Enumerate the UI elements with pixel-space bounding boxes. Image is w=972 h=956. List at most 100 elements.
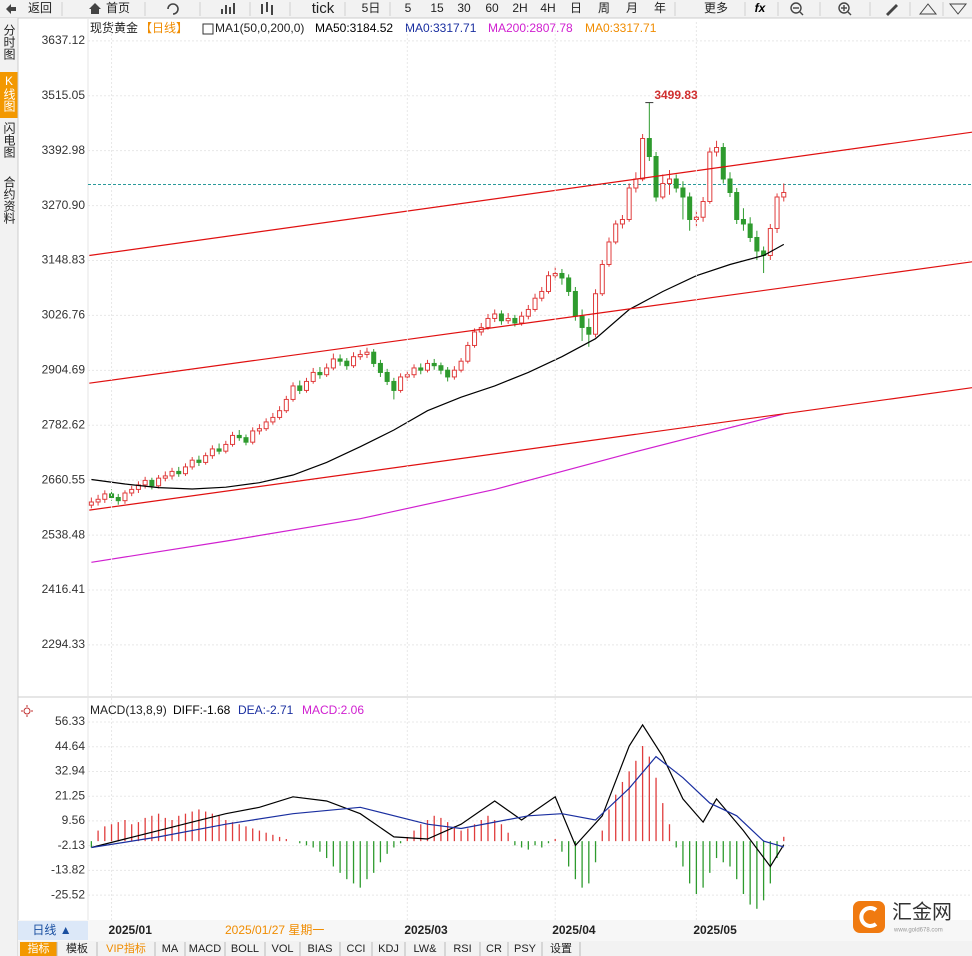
zoom-out-icon[interactable] — [790, 2, 804, 16]
candle-body — [115, 497, 121, 502]
y-tick-label: 3392.98 — [42, 143, 86, 157]
y-tick-label: 3148.83 — [42, 253, 86, 267]
sidebar-item[interactable]: 分时图 — [2, 24, 16, 60]
tab[interactable]: MA — [162, 943, 179, 955]
candle-body — [626, 187, 632, 220]
candle-body — [95, 498, 101, 503]
candle-body — [364, 351, 370, 355]
y-tick-label: 3026.76 — [42, 308, 86, 322]
pencil-icon[interactable] — [886, 4, 898, 16]
symbol: 现货黄金 — [90, 20, 138, 35]
sidebar-item[interactable]: 合约资料 — [2, 175, 16, 224]
sidebar-item[interactable]: 闪电图 — [2, 122, 16, 158]
candle-body — [640, 138, 646, 180]
toolbar-item[interactable]: 日 — [570, 1, 582, 15]
candle-body — [740, 218, 746, 225]
candle-body — [351, 356, 357, 367]
candle-body — [451, 369, 457, 378]
home-icon[interactable] — [89, 3, 101, 14]
toolbar-item[interactable]: 60 — [485, 1, 499, 15]
toolbar-item[interactable]: 首页 — [106, 1, 130, 15]
candle-body — [324, 367, 330, 376]
tab[interactable]: MACD — [189, 943, 221, 955]
candle-body — [283, 398, 289, 412]
candle-body — [498, 313, 504, 322]
candle-body — [720, 147, 726, 180]
y-tick-label: 56.33 — [55, 714, 85, 728]
toolbar-item[interactable]: 更多 — [704, 1, 728, 15]
candle-body — [142, 479, 148, 486]
candle-body — [438, 365, 444, 371]
candle-body — [209, 448, 215, 457]
toolbar-item[interactable]: 5 — [405, 1, 412, 15]
tab[interactable]: 指标 — [28, 941, 50, 955]
tab[interactable]: RSI — [453, 943, 471, 955]
candle-body — [492, 313, 498, 319]
candle-body — [310, 371, 316, 382]
y-tick-label: 9.56 — [62, 813, 86, 827]
candle-body — [747, 223, 753, 238]
tab[interactable]: 模板 — [66, 941, 88, 955]
up-icon[interactable] — [918, 3, 938, 15]
ma-value: MA50:3184.52 — [315, 21, 393, 35]
candle-body — [680, 187, 686, 198]
tab[interactable]: CR — [486, 943, 502, 955]
y-tick-label: -25.52 — [51, 887, 85, 901]
candle-body — [243, 437, 249, 443]
toolbar-item[interactable]: 30 — [457, 1, 471, 15]
candle-body — [646, 138, 652, 158]
candle-body — [727, 178, 733, 193]
tab[interactable]: 设置 — [550, 942, 572, 955]
chart-icon[interactable] — [221, 3, 235, 14]
toolbar-item[interactable]: 4H — [540, 1, 555, 15]
tab[interactable]: KDJ — [378, 943, 399, 955]
toolbar-item[interactable]: 返回 — [28, 1, 52, 15]
cursor-date: 2025/01/27 星期一 — [225, 923, 324, 937]
toolbar-item[interactable]: 年 — [654, 1, 666, 15]
candle-body — [256, 428, 262, 432]
logo-mark — [859, 906, 878, 928]
candle-body — [270, 416, 276, 423]
toolbar — [0, 0, 972, 18]
candle-body — [263, 421, 269, 430]
refresh-icon[interactable] — [167, 3, 179, 15]
tab[interactable]: BIAS — [307, 943, 332, 955]
fx-icon[interactable]: fx — [755, 1, 767, 15]
candle-body — [216, 448, 222, 452]
toolbar-item[interactable]: tick — [312, 0, 335, 17]
tab[interactable]: VIP指标 — [106, 941, 146, 955]
sidebar — [0, 18, 18, 956]
candle-body — [182, 466, 188, 475]
y-tick-label: 2416.41 — [42, 582, 86, 596]
tab-active — [20, 942, 57, 956]
sidebar-item[interactable]: K线图 — [2, 74, 16, 112]
down-icon[interactable] — [948, 3, 968, 15]
toolbar-item[interactable]: 月 — [626, 1, 638, 15]
candle-body — [290, 385, 296, 400]
toolbar-item[interactable]: 15 — [430, 1, 444, 15]
tab[interactable]: CCI — [347, 943, 366, 955]
tab-bar — [18, 941, 972, 956]
zoom-in-icon[interactable] — [838, 2, 852, 16]
tab[interactable]: LW& — [413, 943, 437, 955]
candle-icon[interactable] — [261, 2, 273, 15]
candle-body — [633, 178, 639, 189]
tab[interactable]: BOLL — [231, 943, 259, 955]
toolbar-item[interactable]: 2H — [512, 1, 527, 15]
candle-body — [767, 227, 773, 256]
candle-body — [586, 326, 592, 335]
candle-body — [532, 297, 538, 310]
toolbar-item[interactable]: 周 — [598, 1, 610, 15]
candle-body — [465, 344, 471, 362]
tab[interactable]: PSY — [514, 943, 537, 955]
toolbar-item[interactable]: 5日 — [362, 1, 381, 15]
candle-body — [559, 272, 565, 279]
x-tick-label: 2025/05 — [693, 923, 737, 937]
tab[interactable]: VOL — [271, 943, 293, 955]
line — [91, 723, 785, 868]
back-icon[interactable] — [6, 4, 16, 14]
y-tick-label: 2904.69 — [42, 363, 86, 377]
period-button[interactable]: 日线 ▲ — [32, 923, 71, 937]
y-tick-label: 2538.48 — [42, 527, 86, 541]
